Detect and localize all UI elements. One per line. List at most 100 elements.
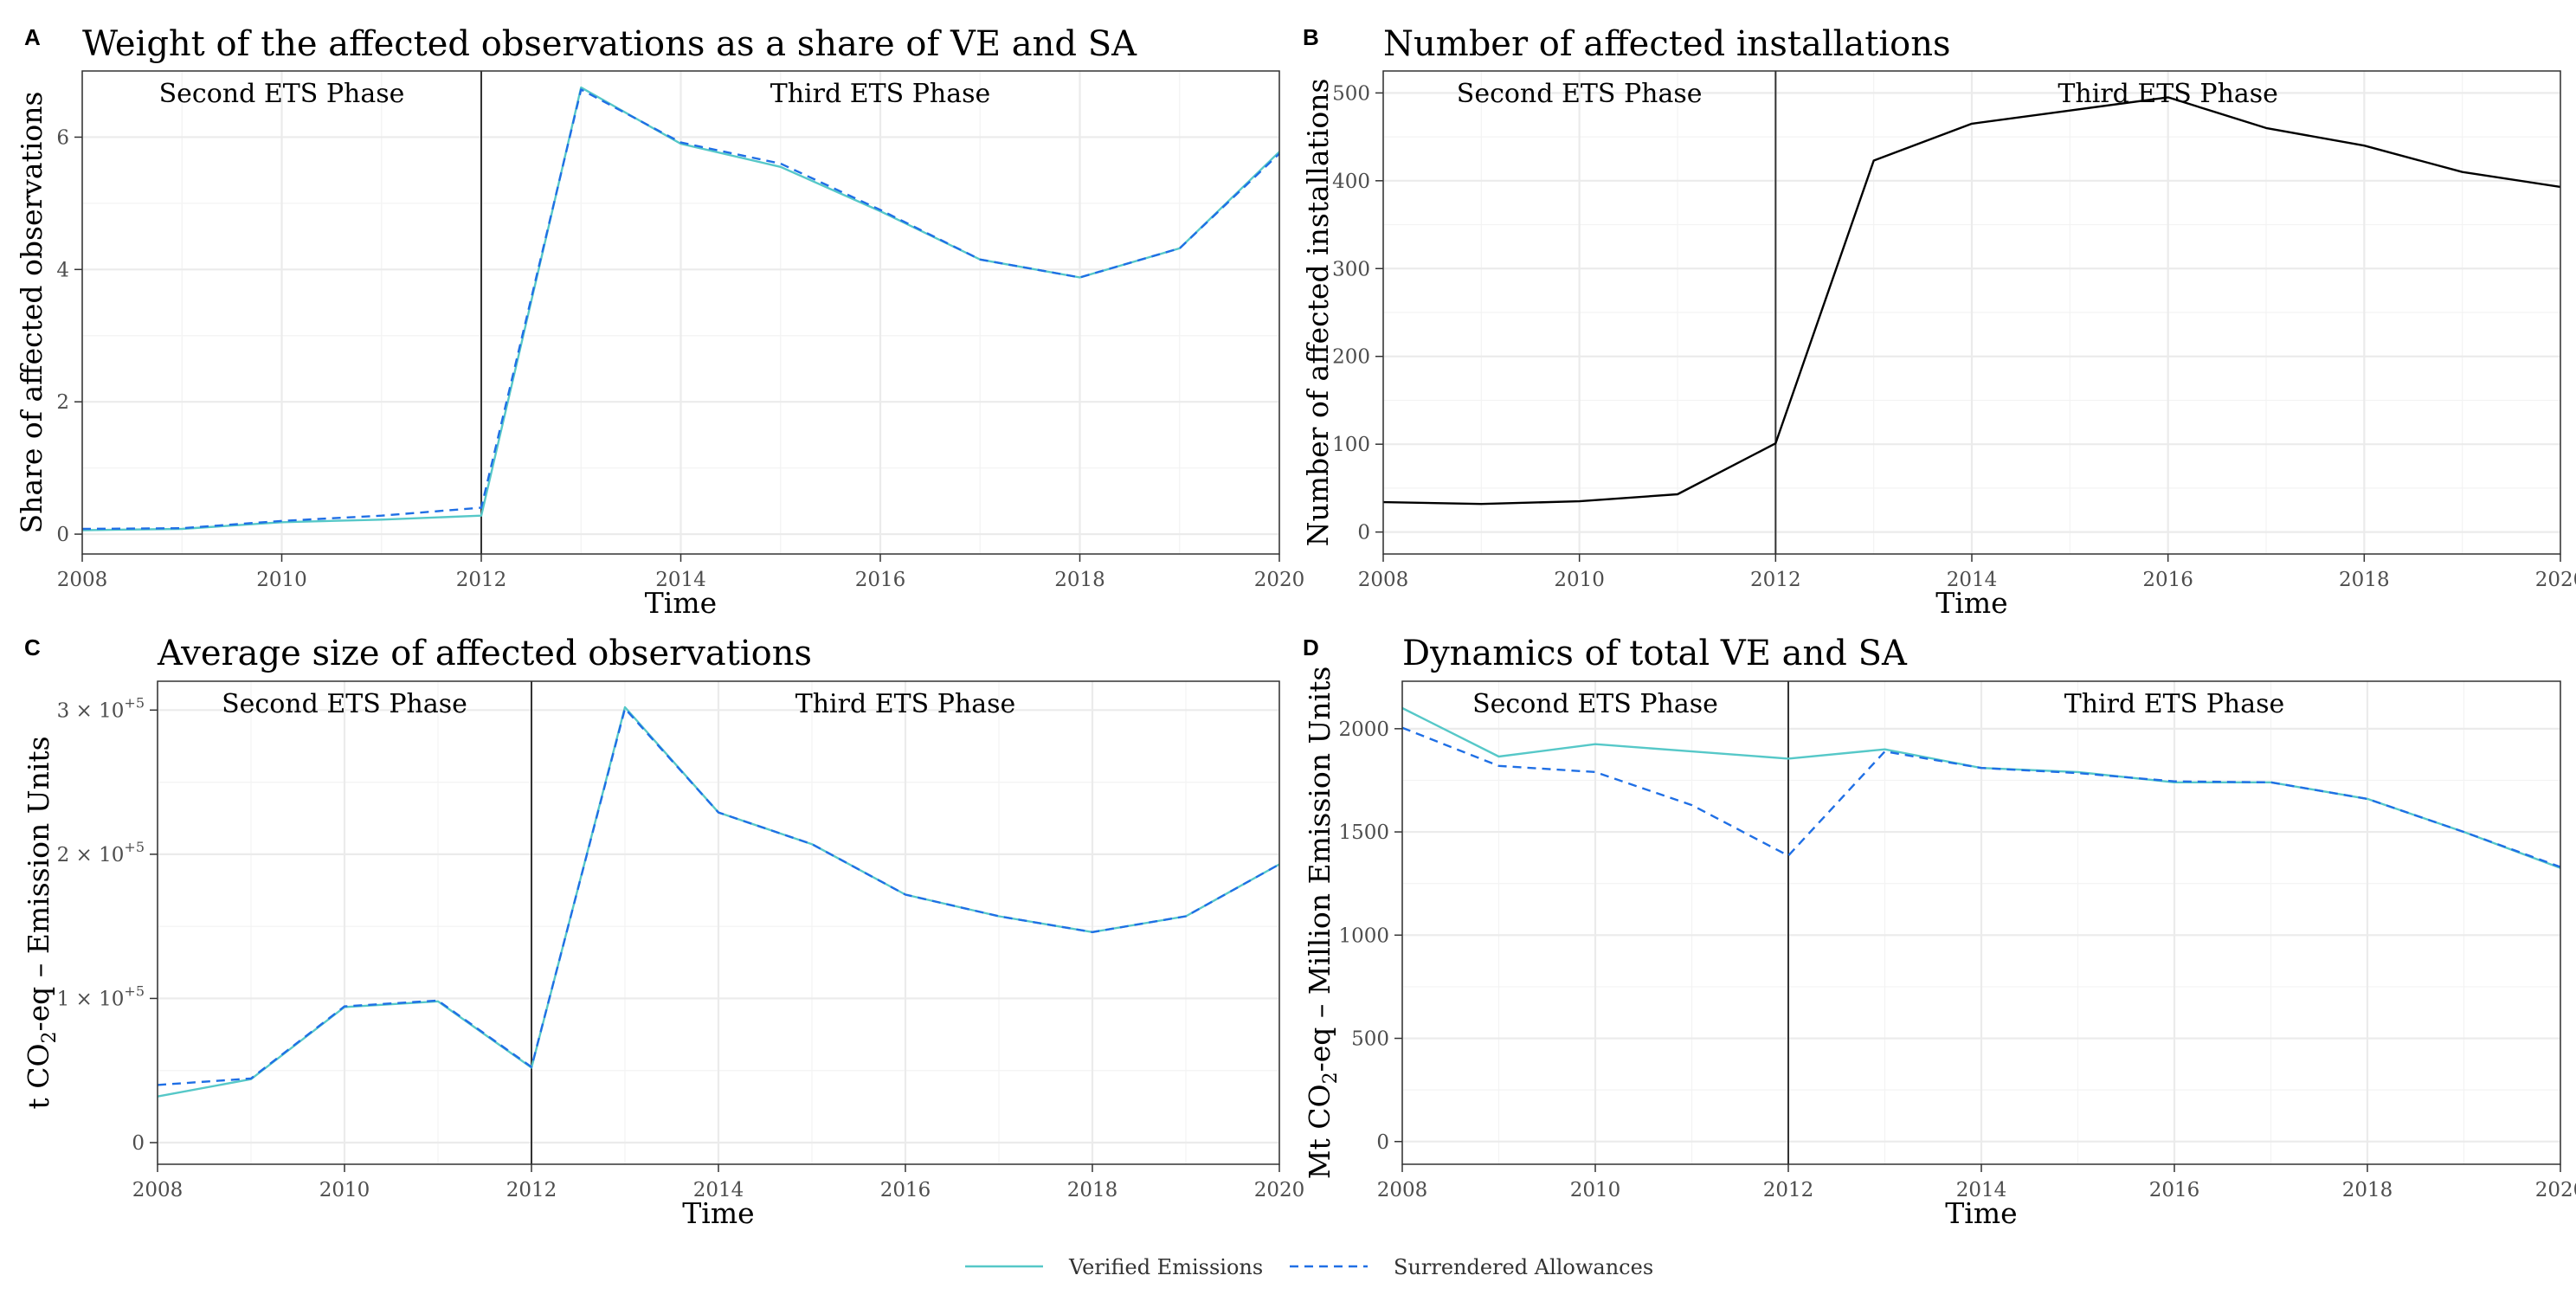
- y-tick-label: 2 × 10+5: [57, 839, 145, 866]
- legend: Verified Emissions Surrendered Allowance…: [965, 1255, 1653, 1279]
- x-axis: 2008 2010 2012 2014 2016 2018 2020: [132, 1164, 1304, 1201]
- y-tick-label: 0: [1376, 1131, 1389, 1154]
- x-tick-label: 2018: [2342, 1179, 2393, 1201]
- x-axis-title: Time: [1935, 586, 2007, 620]
- y-tick-label: 6: [56, 126, 69, 149]
- y-axis: 0 2 4 6: [56, 126, 82, 546]
- x-tick-label: 2018: [2339, 569, 2390, 591]
- legend-label-verified: Verified Emissions: [1068, 1255, 1263, 1279]
- series-points-count: [1382, 97, 2561, 505]
- x-axis: 2008 2010 2012 2014 2016 2018 2020: [1358, 554, 2576, 591]
- x-tick-label: 2014: [693, 1179, 744, 1201]
- x-tick-label: 2010: [319, 1179, 370, 1201]
- panel-d: D Dynamics of total VE and SA Second ETS P…: [1303, 634, 2576, 1230]
- y-tick-label: 1 × 10+5: [57, 982, 145, 1010]
- x-tick-label: 2008: [1377, 1179, 1428, 1201]
- y-axis-title: Number of affected installations: [1301, 79, 1335, 547]
- x-tick-label: 2014: [1956, 1179, 2007, 1201]
- y-axis: 0 500 1000 1500 2000: [1338, 718, 1402, 1154]
- x-tick-label: 2008: [132, 1179, 184, 1201]
- x-tick-label: 2008: [1358, 569, 1409, 591]
- x-tick-label: 2016: [2149, 1179, 2200, 1201]
- phase-label-second: Second ETS Phase: [222, 689, 467, 719]
- y-tick-base: 2 × 10: [57, 844, 125, 866]
- panel-title: Dynamics of total VE and SA: [1402, 634, 1908, 673]
- series-points-surrendered: [1401, 727, 2561, 867]
- y-tick-label: 500: [1332, 82, 1370, 105]
- y-tick-label: 500: [1351, 1028, 1389, 1051]
- y-tick-label: 300: [1332, 258, 1370, 280]
- x-tick-label: 2012: [506, 1179, 557, 1201]
- y-axis-title-subscript: 2: [39, 1032, 61, 1044]
- x-tick-label: 2012: [1750, 569, 1801, 591]
- phase-label-third: Third ETS Phase: [795, 689, 1016, 719]
- y-axis-title-main: t CO: [22, 1044, 55, 1110]
- y-tick-exponent: +5: [124, 982, 145, 999]
- panel-title: Average size of affected observations: [157, 634, 812, 673]
- series-line-count: [1382, 96, 2561, 506]
- x-tick-label: 2010: [256, 569, 307, 591]
- y-tick-base: 3 × 10: [57, 699, 125, 722]
- x-axis: 2008 2010 2012 2014 2016 2018 2020: [57, 554, 1305, 591]
- legend-label-surrendered: Surrendered Allowances: [1394, 1255, 1653, 1279]
- y-axis-title-rest: -eq – Emission Units: [22, 736, 55, 1031]
- y-axis-title: Mt CO2-eq – Million Emission Units: [1303, 667, 1342, 1180]
- panel-letter: D: [1303, 634, 1319, 660]
- panels: A Weight of the affected observations as …: [15, 24, 2576, 1230]
- gridlines: [1401, 681, 2562, 1164]
- x-axis-title: Time: [1945, 1196, 2017, 1230]
- y-tick-label: 1500: [1338, 821, 1389, 844]
- y-tick-exponent: +5: [124, 694, 145, 711]
- x-tick-label: 2012: [1763, 1179, 1814, 1201]
- x-tick-label: 2016: [855, 569, 906, 591]
- panel-letter: B: [1303, 24, 1319, 50]
- panel-letter: A: [24, 24, 41, 50]
- y-tick-label: 3 × 10+5: [57, 694, 145, 722]
- series-group: [1401, 706, 2561, 869]
- y-axis: 0 100 200 300 400 500: [1332, 82, 1383, 544]
- x-tick-label: 2010: [1554, 569, 1605, 591]
- y-tick-label: 2: [56, 391, 69, 414]
- y-tick-label: 4: [56, 259, 69, 281]
- y-tick-label: 0: [56, 524, 69, 546]
- x-tick-label: 2020: [1254, 569, 1305, 591]
- y-axis-title-subscript: 2: [1320, 1072, 1342, 1084]
- y-axis-title: Share of affected observations: [15, 92, 48, 534]
- x-axis-title: Time: [682, 1196, 754, 1230]
- gridlines: [156, 681, 1281, 1164]
- y-tick-label: 2000: [1338, 718, 1389, 741]
- x-tick-label: 2018: [1067, 1179, 1118, 1201]
- y-tick-label: 200: [1332, 346, 1370, 369]
- y-tick-base: 1 × 10: [57, 988, 125, 1010]
- x-tick-label: 2012: [456, 569, 507, 591]
- phase-label-second: Second ETS Phase: [1457, 79, 1703, 109]
- y-axis: 01 × 10+52 × 10+53 × 10+5: [57, 694, 158, 1155]
- phase-label-third: Third ETS Phase: [2058, 79, 2278, 109]
- panel-title: Weight of the affected observations as a…: [82, 24, 1137, 64]
- panel-a: A Weight of the affected observations as …: [15, 24, 1304, 620]
- y-axis-title-main: Mt CO: [1303, 1084, 1336, 1179]
- phase-label-third: Third ETS Phase: [2064, 689, 2285, 719]
- x-tick-label: 2016: [880, 1179, 931, 1201]
- x-tick-label: 2018: [1054, 569, 1105, 591]
- x-tick-label: 2014: [655, 569, 706, 591]
- panel-c: C Average size of affected observations Se…: [22, 634, 1304, 1230]
- phase-label-second: Second ETS Phase: [1472, 689, 1718, 719]
- phase-label-second: Second ETS Phase: [159, 79, 405, 109]
- y-tick-label: 400: [1332, 171, 1370, 193]
- x-axis: 2008 2010 2012 2014 2016 2018 2020: [1377, 1164, 2576, 1201]
- x-tick-label: 2020: [2535, 569, 2576, 591]
- panel-b: B Number of affected installations Second …: [1301, 24, 2576, 620]
- gridlines: [1381, 71, 2562, 554]
- y-tick-label: 100: [1332, 434, 1370, 456]
- y-tick-label: 1000: [1338, 924, 1389, 947]
- panel-letter: C: [24, 634, 41, 660]
- x-tick-label: 2010: [1570, 1179, 1621, 1201]
- y-tick-exponent: +5: [124, 839, 145, 855]
- series-line-surrendered: [1401, 726, 2561, 868]
- x-tick-label: 2020: [2535, 1179, 2576, 1201]
- series-group: [1382, 96, 2561, 506]
- phase-label-third: Third ETS Phase: [770, 79, 991, 109]
- x-tick-label: 2014: [1947, 569, 1998, 591]
